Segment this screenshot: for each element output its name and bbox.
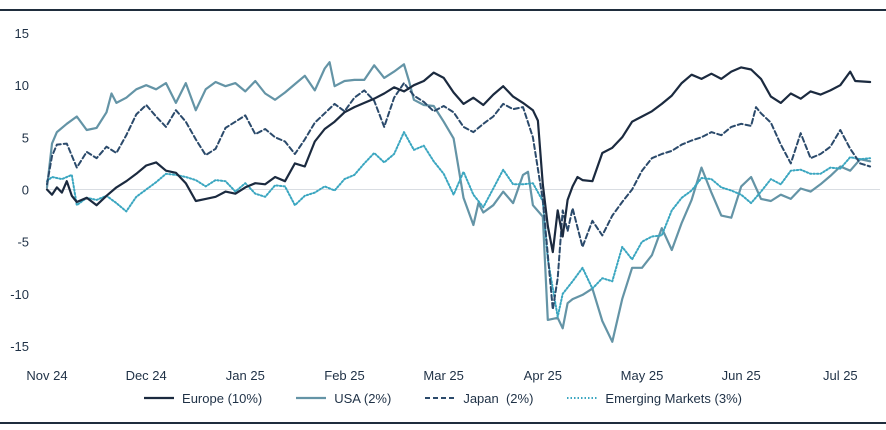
y-tick-label: -5 (17, 235, 29, 250)
y-tick-label: -15 (10, 339, 29, 354)
x-tick-label: Jan 25 (226, 368, 265, 383)
x-tick-label: Apr 25 (524, 368, 562, 383)
legend-item-emerging-markets: Emerging Markets (3%) (567, 391, 742, 406)
legend-item-japan: Japan (2%) (425, 391, 533, 406)
x-tick-label: Feb 25 (324, 368, 364, 383)
series-line-usa (45, 61, 872, 343)
series-line-japan (46, 82, 872, 311)
legend-swatch-japan (425, 397, 456, 399)
legend-label-japan: Japan (2%) (463, 390, 534, 406)
series-line-emerging-markets (46, 131, 872, 318)
y-tick-label: 0 (22, 183, 29, 198)
legend-swatch-usa (296, 396, 327, 400)
legend: Europe (10%) USA (2%) Japan (2%) Emergin… (0, 384, 886, 412)
top-rule (0, 9, 886, 11)
y-tick-label: -10 (10, 287, 29, 302)
y-tick-label: 15 (15, 26, 29, 41)
legend-item-usa: USA (2%) (296, 391, 391, 406)
y-tick-label: 5 (22, 130, 29, 145)
series-line-europe (45, 66, 872, 254)
x-tick-label: Jul 25 (823, 368, 858, 383)
legend-label-usa: USA (2%) (334, 390, 392, 406)
legend-label-europe: Europe (10%) (182, 390, 263, 406)
x-tick-label: Nov 24 (26, 368, 67, 383)
x-tick-label: Dec 24 (126, 368, 167, 383)
line-chart: 15 10 5 0 -5 -10 -15 Nov 24 Dec 24 Jan 25 Feb 25 M… (10, 26, 880, 383)
x-tick-label: Jun 25 (722, 368, 761, 383)
legend-swatch-emerging-markets (567, 397, 598, 399)
legend-label-emerging-markets: Emerging Markets (3%) (605, 390, 742, 406)
x-tick-label: Mar 25 (423, 368, 463, 383)
legend-swatch-europe (144, 396, 175, 400)
bottom-rule (0, 422, 886, 424)
x-tick-label: May 25 (621, 368, 664, 383)
y-axis-ticks: 15 10 5 0 -5 -10 -15 (10, 26, 29, 354)
legend-item-europe: Europe (10%) (144, 391, 262, 406)
x-axis-ticks: Nov 24 Dec 24 Jan 25 Feb 25 Mar 25 Apr 25 May … (26, 368, 857, 383)
series-lines (45, 61, 872, 343)
y-tick-label: 10 (15, 78, 29, 93)
